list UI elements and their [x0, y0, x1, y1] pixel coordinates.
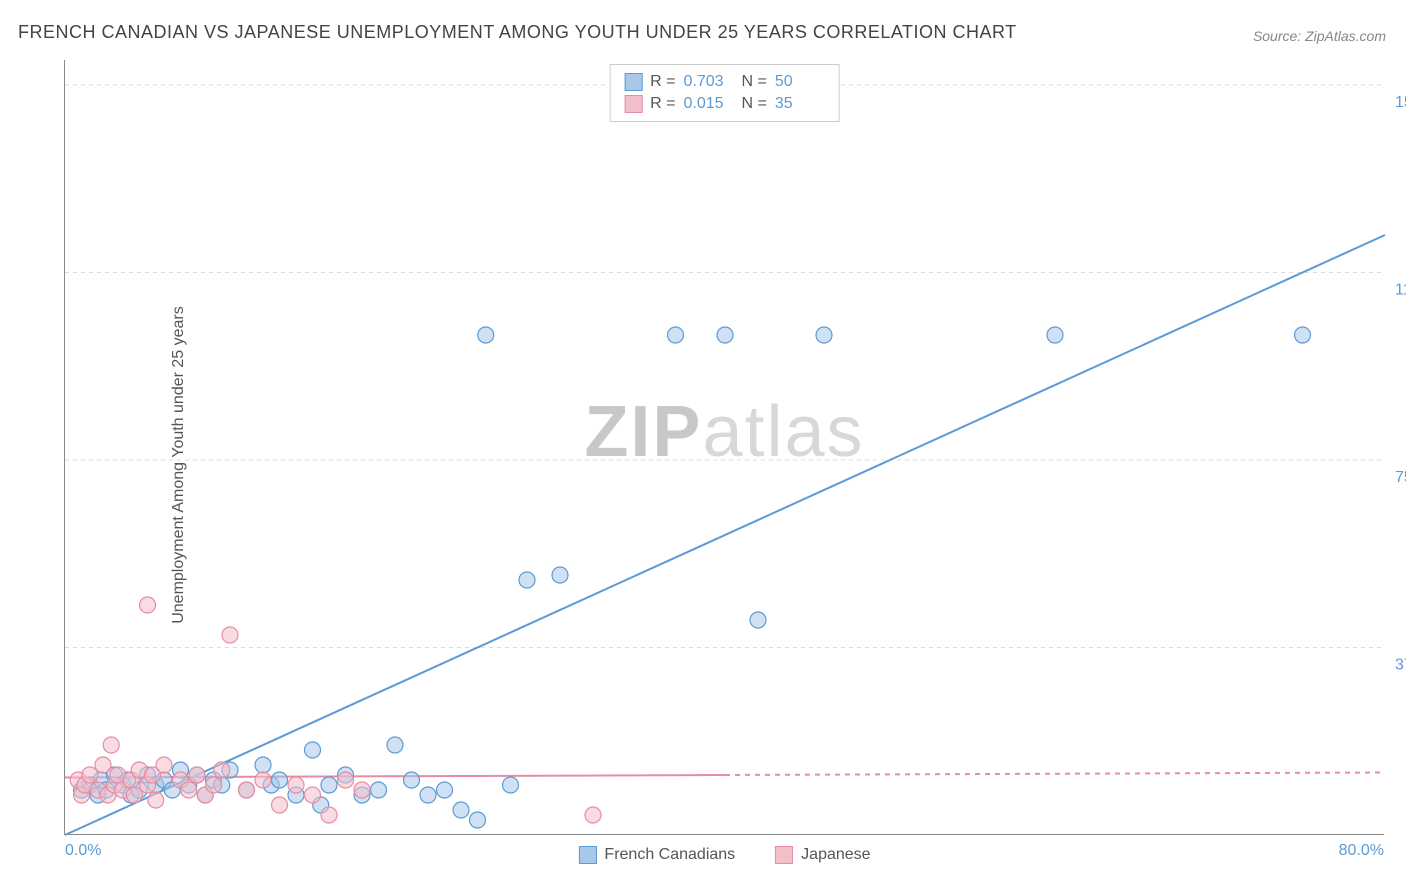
chart-title: FRENCH CANADIAN VS JAPANESE UNEMPLOYMENT… [18, 22, 1017, 43]
svg-text:112.5%: 112.5% [1395, 282, 1406, 299]
swatch-french-icon [624, 73, 642, 91]
source-attribution: Source: ZipAtlas.com [1253, 28, 1386, 44]
r-value-french: 0.703 [684, 73, 734, 91]
swatch-japanese-icon [624, 95, 642, 113]
x-max-label: 80.0% [1339, 842, 1384, 860]
chart-container: Unemployment Among Youth under 25 years … [50, 60, 1390, 870]
svg-text:150.0%: 150.0% [1395, 94, 1406, 111]
legend-item-japanese: Japanese [775, 846, 870, 864]
legend-swatch-french-icon [578, 846, 596, 864]
x-origin-label: 0.0% [65, 842, 101, 860]
stats-row-french: R = 0.703 N = 50 [624, 71, 825, 93]
legend-label-japanese: Japanese [801, 846, 870, 864]
n-label-french: N = [742, 73, 767, 91]
legend-label-french: French Canadians [604, 846, 735, 864]
r-label-japanese: R = [650, 95, 675, 113]
r-label-french: R = [650, 73, 675, 91]
svg-text:75.0%: 75.0% [1395, 469, 1406, 486]
plot-svg: 37.5%75.0%112.5%150.0% [65, 60, 1384, 834]
n-value-french: 50 [775, 73, 825, 91]
legend-item-french: French Canadians [578, 846, 735, 864]
stats-row-japanese: R = 0.015 N = 35 [624, 93, 825, 115]
n-value-japanese: 35 [775, 95, 825, 113]
svg-text:37.5%: 37.5% [1395, 657, 1406, 674]
n-label-japanese: N = [742, 95, 767, 113]
r-value-japanese: 0.015 [684, 95, 734, 113]
legend-swatch-japanese-icon [775, 846, 793, 864]
stats-legend: R = 0.703 N = 50 R = 0.015 N = 35 [609, 64, 840, 122]
plot-area: ZIPatlas 37.5%75.0%112.5%150.0% R = 0.70… [64, 60, 1384, 835]
bottom-legend: French Canadians Japanese [578, 846, 870, 864]
